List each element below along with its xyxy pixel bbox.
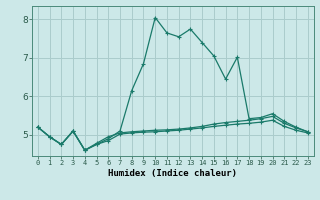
X-axis label: Humidex (Indice chaleur): Humidex (Indice chaleur) xyxy=(108,169,237,178)
